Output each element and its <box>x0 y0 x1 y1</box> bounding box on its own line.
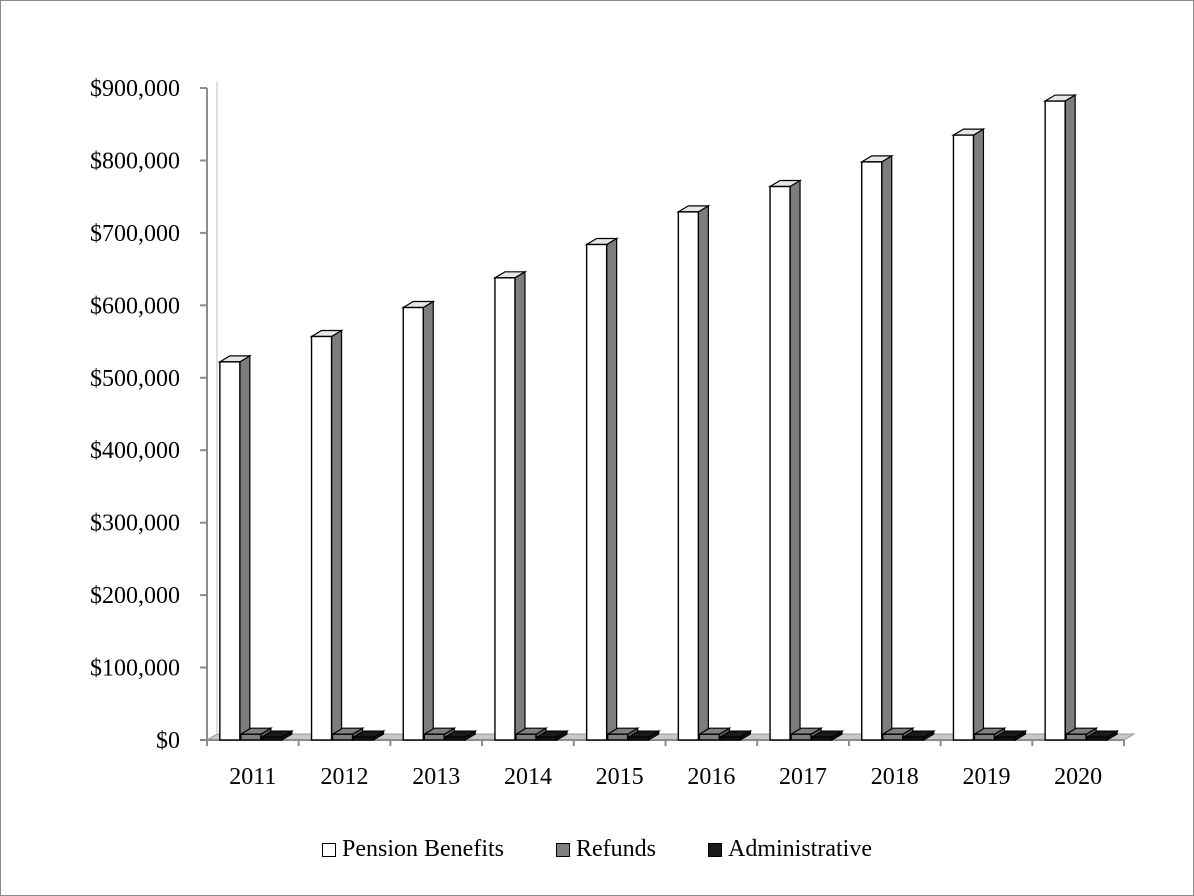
y-tick-label: $600,000 <box>90 293 180 319</box>
bar-front <box>790 733 812 741</box>
legend-item-pension-benefits: Pension Benefits <box>322 836 504 863</box>
bar-pension-benefits <box>584 237 619 742</box>
bar-front <box>698 733 721 741</box>
bar-front <box>444 736 466 741</box>
bar-front <box>882 733 904 741</box>
bar-front <box>402 306 424 741</box>
bar-administrative <box>351 730 386 742</box>
x-tick-label: 2015 <box>596 764 644 790</box>
x-tick-label: 2013 <box>412 764 460 790</box>
y-tick-label: $800,000 <box>90 148 180 174</box>
bar-side <box>330 329 343 742</box>
bar-administrative <box>1084 730 1120 742</box>
legend-label-refunds: Refunds <box>576 836 656 862</box>
bar-front <box>1086 736 1108 741</box>
bar-front <box>1044 100 1066 741</box>
bar-pension-benefits <box>859 154 894 742</box>
legend-label-pension-benefits: Pension Benefits <box>342 836 504 862</box>
bar-side <box>1064 93 1076 742</box>
x-tick-label: 2017 <box>779 764 827 790</box>
bar-administrative <box>443 730 478 742</box>
bar-pension-benefits <box>401 300 436 742</box>
bar-administrative <box>809 730 845 742</box>
bar-pension-benefits <box>309 329 344 742</box>
legend-swatch-refunds <box>556 842 570 857</box>
bar-front <box>903 736 925 741</box>
bar-side <box>789 179 801 742</box>
bar-front <box>219 361 241 741</box>
bar-front <box>240 733 262 741</box>
bar-front <box>769 185 791 741</box>
x-tick-label: 2020 <box>1054 764 1102 790</box>
bar-side <box>881 154 893 742</box>
bar-side <box>422 300 434 742</box>
chart-labels: $0 $100,000 $200,000 $300,000 $400,000 $500,0… <box>90 76 1102 790</box>
x-tick-label: 2014 <box>504 764 552 790</box>
bar-front <box>423 733 445 741</box>
bar-side <box>972 128 985 742</box>
bar-refunds <box>1063 727 1099 742</box>
bar-front <box>677 211 700 741</box>
bar-refunds <box>513 727 549 742</box>
x-tick-label: 2016 <box>687 764 735 790</box>
bar-administrative <box>901 730 936 742</box>
x-tick-label: 2012 <box>321 764 369 790</box>
bar-front <box>606 733 629 741</box>
bar-front <box>994 736 1017 741</box>
y-tick-label: $400,000 <box>90 438 180 464</box>
bar-front <box>331 733 354 741</box>
bar-administrative <box>626 730 661 742</box>
bar-pension-benefits <box>951 128 986 742</box>
x-tick-label: 2018 <box>871 764 919 790</box>
bar-pension-benefits <box>492 270 528 742</box>
y-tick-label: $300,000 <box>90 511 180 537</box>
legend-swatch-administrative <box>708 842 722 857</box>
bar-front <box>515 733 537 741</box>
x-tick-label: 2019 <box>962 764 1010 790</box>
bar-front <box>861 161 883 741</box>
chart-bars <box>217 93 1120 742</box>
bar-administrative <box>993 730 1028 742</box>
bar-side <box>514 270 526 742</box>
bar-side <box>239 354 251 742</box>
x-tick-label: 2011 <box>229 764 276 790</box>
bar-front <box>811 736 833 741</box>
y-tick-label: $0 <box>156 728 180 754</box>
bar-pension-benefits <box>767 179 803 742</box>
bar-pension-benefits <box>1042 93 1078 742</box>
bar-front <box>1065 733 1087 741</box>
y-tick-label: $200,000 <box>90 583 180 609</box>
bar-front <box>261 736 283 741</box>
legend-item-refunds: Refunds <box>556 836 656 863</box>
bar-front <box>952 134 975 741</box>
bar-front <box>719 736 742 741</box>
bar-side <box>697 204 709 742</box>
bar-front <box>494 277 516 741</box>
bar-front <box>973 733 996 741</box>
legend-item-administrative: Administrative <box>708 836 872 863</box>
y-tick-label: $100,000 <box>90 656 180 682</box>
bar-front <box>536 736 558 741</box>
bar-administrative <box>259 730 295 742</box>
bar-administrative <box>718 730 753 742</box>
chart-legend: Pension Benefits Refunds Administrative <box>0 836 1194 863</box>
legend-swatch-pension-benefits <box>322 842 336 857</box>
y-tick-label: $500,000 <box>90 366 180 392</box>
legend-label-administrative: Administrative <box>728 836 872 862</box>
bar-administrative <box>534 730 570 742</box>
y-tick-label: $700,000 <box>90 221 180 247</box>
bar-pension-benefits <box>217 354 253 742</box>
bar-side <box>606 237 618 742</box>
y-tick-label: $900,000 <box>90 76 180 102</box>
bar-front <box>627 736 650 741</box>
bar-front <box>585 243 608 741</box>
bar-pension-benefits <box>676 204 711 742</box>
bar-front <box>310 335 333 741</box>
bar-front <box>352 736 375 741</box>
